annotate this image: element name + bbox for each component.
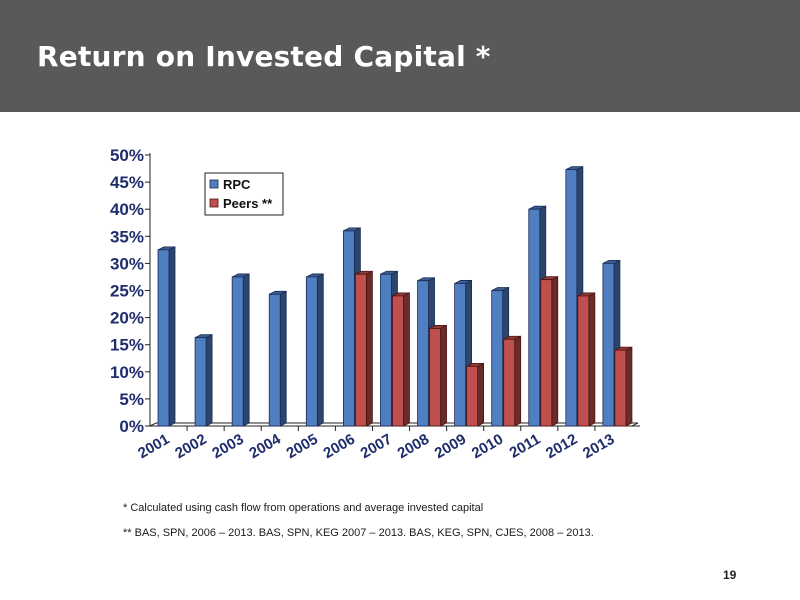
bar-rpc-2005 <box>305 273 324 427</box>
bar-peers-2013 <box>614 346 633 427</box>
bar-rpc-2001 <box>157 246 176 427</box>
x-tick-label: 2003 <box>209 431 246 462</box>
x-tick-label: 2005 <box>283 431 320 462</box>
bar-rpc-2002 <box>194 334 213 427</box>
bar-peers-2007 <box>392 292 410 427</box>
y-tick-label: 35% <box>110 227 144 246</box>
bar-rpc-2004 <box>268 290 287 427</box>
x-tick-label: 2004 <box>246 430 284 462</box>
y-tick-label: 15% <box>110 336 144 355</box>
y-tick-label: 50% <box>110 146 144 165</box>
title-bar: Return on Invested Capital * <box>0 0 800 112</box>
legend-label-rpc: RPC <box>223 177 251 192</box>
bar-peers-2009 <box>466 362 485 427</box>
x-tick-label: 2011 <box>507 431 544 462</box>
legend-swatch-rpc <box>209 179 219 189</box>
page-number: 19 <box>723 568 737 582</box>
footnote-1: * Calculated using cash flow from operat… <box>123 502 484 514</box>
y-tick-label: 40% <box>110 200 144 219</box>
x-tick-label: 2006 <box>321 431 358 462</box>
x-tick-label: 2013 <box>580 431 617 462</box>
bar-rpc-2003 <box>231 273 250 427</box>
chart-bars <box>157 165 633 427</box>
x-tick-label: 2008 <box>395 431 432 462</box>
y-tick-label: 30% <box>110 254 144 273</box>
bar-peers-2010 <box>503 335 522 427</box>
bar-peers-2006 <box>354 270 373 427</box>
x-tick-label: 2009 <box>432 431 469 462</box>
legend-label-peers: Peers ** <box>223 196 273 211</box>
slide-title: Return on Invested Capital * <box>37 40 491 73</box>
y-tick-label: 45% <box>110 173 144 192</box>
y-tick-label: 5% <box>119 390 144 409</box>
legend-swatch-peers <box>209 198 219 208</box>
bar-peers-2008 <box>429 324 447 427</box>
x-tick-label: 2012 <box>543 431 580 462</box>
x-tick-label: 2010 <box>469 431 506 462</box>
x-tick-label: 2007 <box>358 431 395 462</box>
y-tick-label: 0% <box>119 417 144 436</box>
y-tick-label: 25% <box>110 282 144 301</box>
x-tick-label: 2002 <box>172 431 209 462</box>
chart-legend: RPC Peers ** <box>204 172 284 216</box>
footnote-2: ** BAS, SPN, 2006 – 2013. BAS, SPN, KEG … <box>123 527 594 539</box>
chart-axes: 0%5%10%15%20%25%30%35%40%45%50%2001 2002 2… <box>110 146 640 462</box>
bar-peers-2012 <box>577 292 596 427</box>
y-tick-label: 20% <box>110 309 144 328</box>
bar-peers-2011 <box>540 276 559 427</box>
y-tick-label: 10% <box>110 363 144 382</box>
